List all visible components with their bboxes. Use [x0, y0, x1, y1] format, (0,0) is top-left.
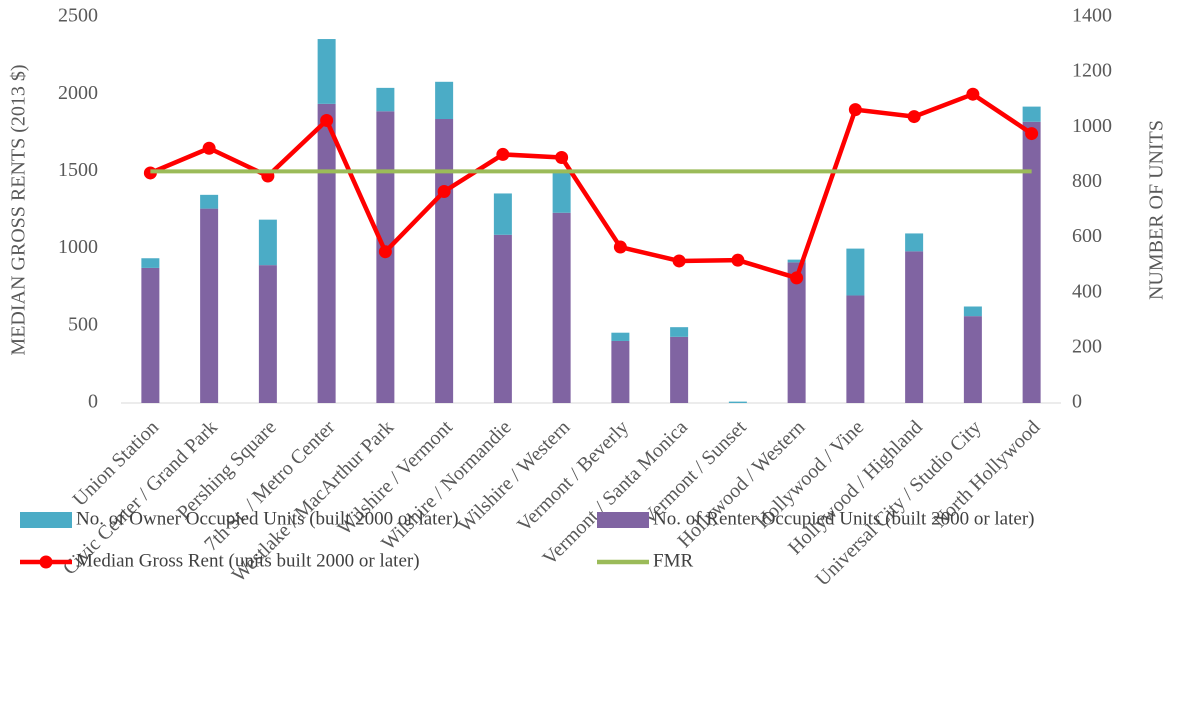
- bar: [787, 262, 806, 403]
- bar: [963, 306, 982, 317]
- marker: [378, 245, 392, 259]
- y2-tick-label: 1400: [1072, 5, 1112, 27]
- bar: [200, 208, 219, 403]
- y-tick-label: 2500: [58, 5, 98, 27]
- legend-marker: [39, 555, 53, 569]
- legend-swatch: [597, 512, 649, 528]
- marker: [966, 87, 980, 101]
- bar: [552, 212, 571, 403]
- bar: [317, 39, 336, 104]
- marker: [790, 271, 804, 285]
- marker: [496, 147, 510, 161]
- y2-tick-label: 600: [1072, 225, 1102, 247]
- bar: [611, 340, 630, 403]
- bar: [435, 81, 454, 120]
- bar: [670, 336, 689, 403]
- y-tick-label: 1500: [58, 159, 98, 181]
- marker: [202, 141, 216, 155]
- bar: [787, 259, 806, 263]
- y2-tick-label: 1000: [1072, 115, 1112, 137]
- y-tick-label: 2000: [58, 82, 98, 104]
- y2-axis-label: NUMBER OF UNITS: [1146, 120, 1168, 300]
- bar: [670, 327, 689, 337]
- marker: [437, 184, 451, 198]
- bar: [846, 295, 865, 403]
- y2-tick-label: 800: [1072, 170, 1102, 192]
- bar: [493, 234, 512, 403]
- bar: [905, 233, 924, 252]
- y2-tick-label: 0: [1072, 391, 1082, 413]
- marker: [907, 110, 921, 124]
- bar: [435, 119, 454, 403]
- marker: [848, 103, 862, 117]
- bar: [1022, 121, 1041, 404]
- bar: [493, 193, 512, 235]
- bar: [846, 248, 865, 296]
- line: [149, 91, 1033, 281]
- legend-label: No. of Owner Occupied Units (built 2000 …: [76, 508, 459, 529]
- bar: [611, 332, 630, 341]
- bar: [728, 401, 747, 403]
- bar: [905, 251, 924, 403]
- y-tick-label: 500: [68, 313, 98, 335]
- legend-label: FMR: [653, 550, 693, 571]
- legend-label: No. of Renter Occupied Units (built 2000…: [653, 508, 1034, 529]
- y2-tick-label: 200: [1072, 335, 1102, 357]
- bar: [1022, 106, 1041, 122]
- marker: [672, 254, 686, 268]
- bar: [200, 194, 219, 209]
- bar: [141, 267, 160, 403]
- marker: [320, 113, 334, 127]
- y2-tick-label: 400: [1072, 280, 1102, 302]
- marker: [555, 151, 569, 165]
- y-tick-label: 1000: [58, 236, 98, 258]
- y2-tick-label: 1200: [1072, 60, 1112, 82]
- bar: [376, 87, 395, 112]
- marker: [1025, 127, 1039, 141]
- legend-label: Median Gross Rent (units built 2000 or l…: [76, 550, 420, 571]
- bar: [552, 171, 571, 213]
- marker: [613, 240, 627, 254]
- legend-swatch: [20, 512, 72, 528]
- bar: [317, 103, 336, 403]
- bar: [258, 219, 277, 266]
- bar: [258, 265, 277, 403]
- y-tick-label: 0: [88, 391, 98, 413]
- marker: [731, 253, 745, 267]
- y-axis-label: MEDIAN GROSS RENTS (2013 $): [8, 64, 30, 355]
- bar: [141, 258, 160, 268]
- bar: [963, 316, 982, 403]
